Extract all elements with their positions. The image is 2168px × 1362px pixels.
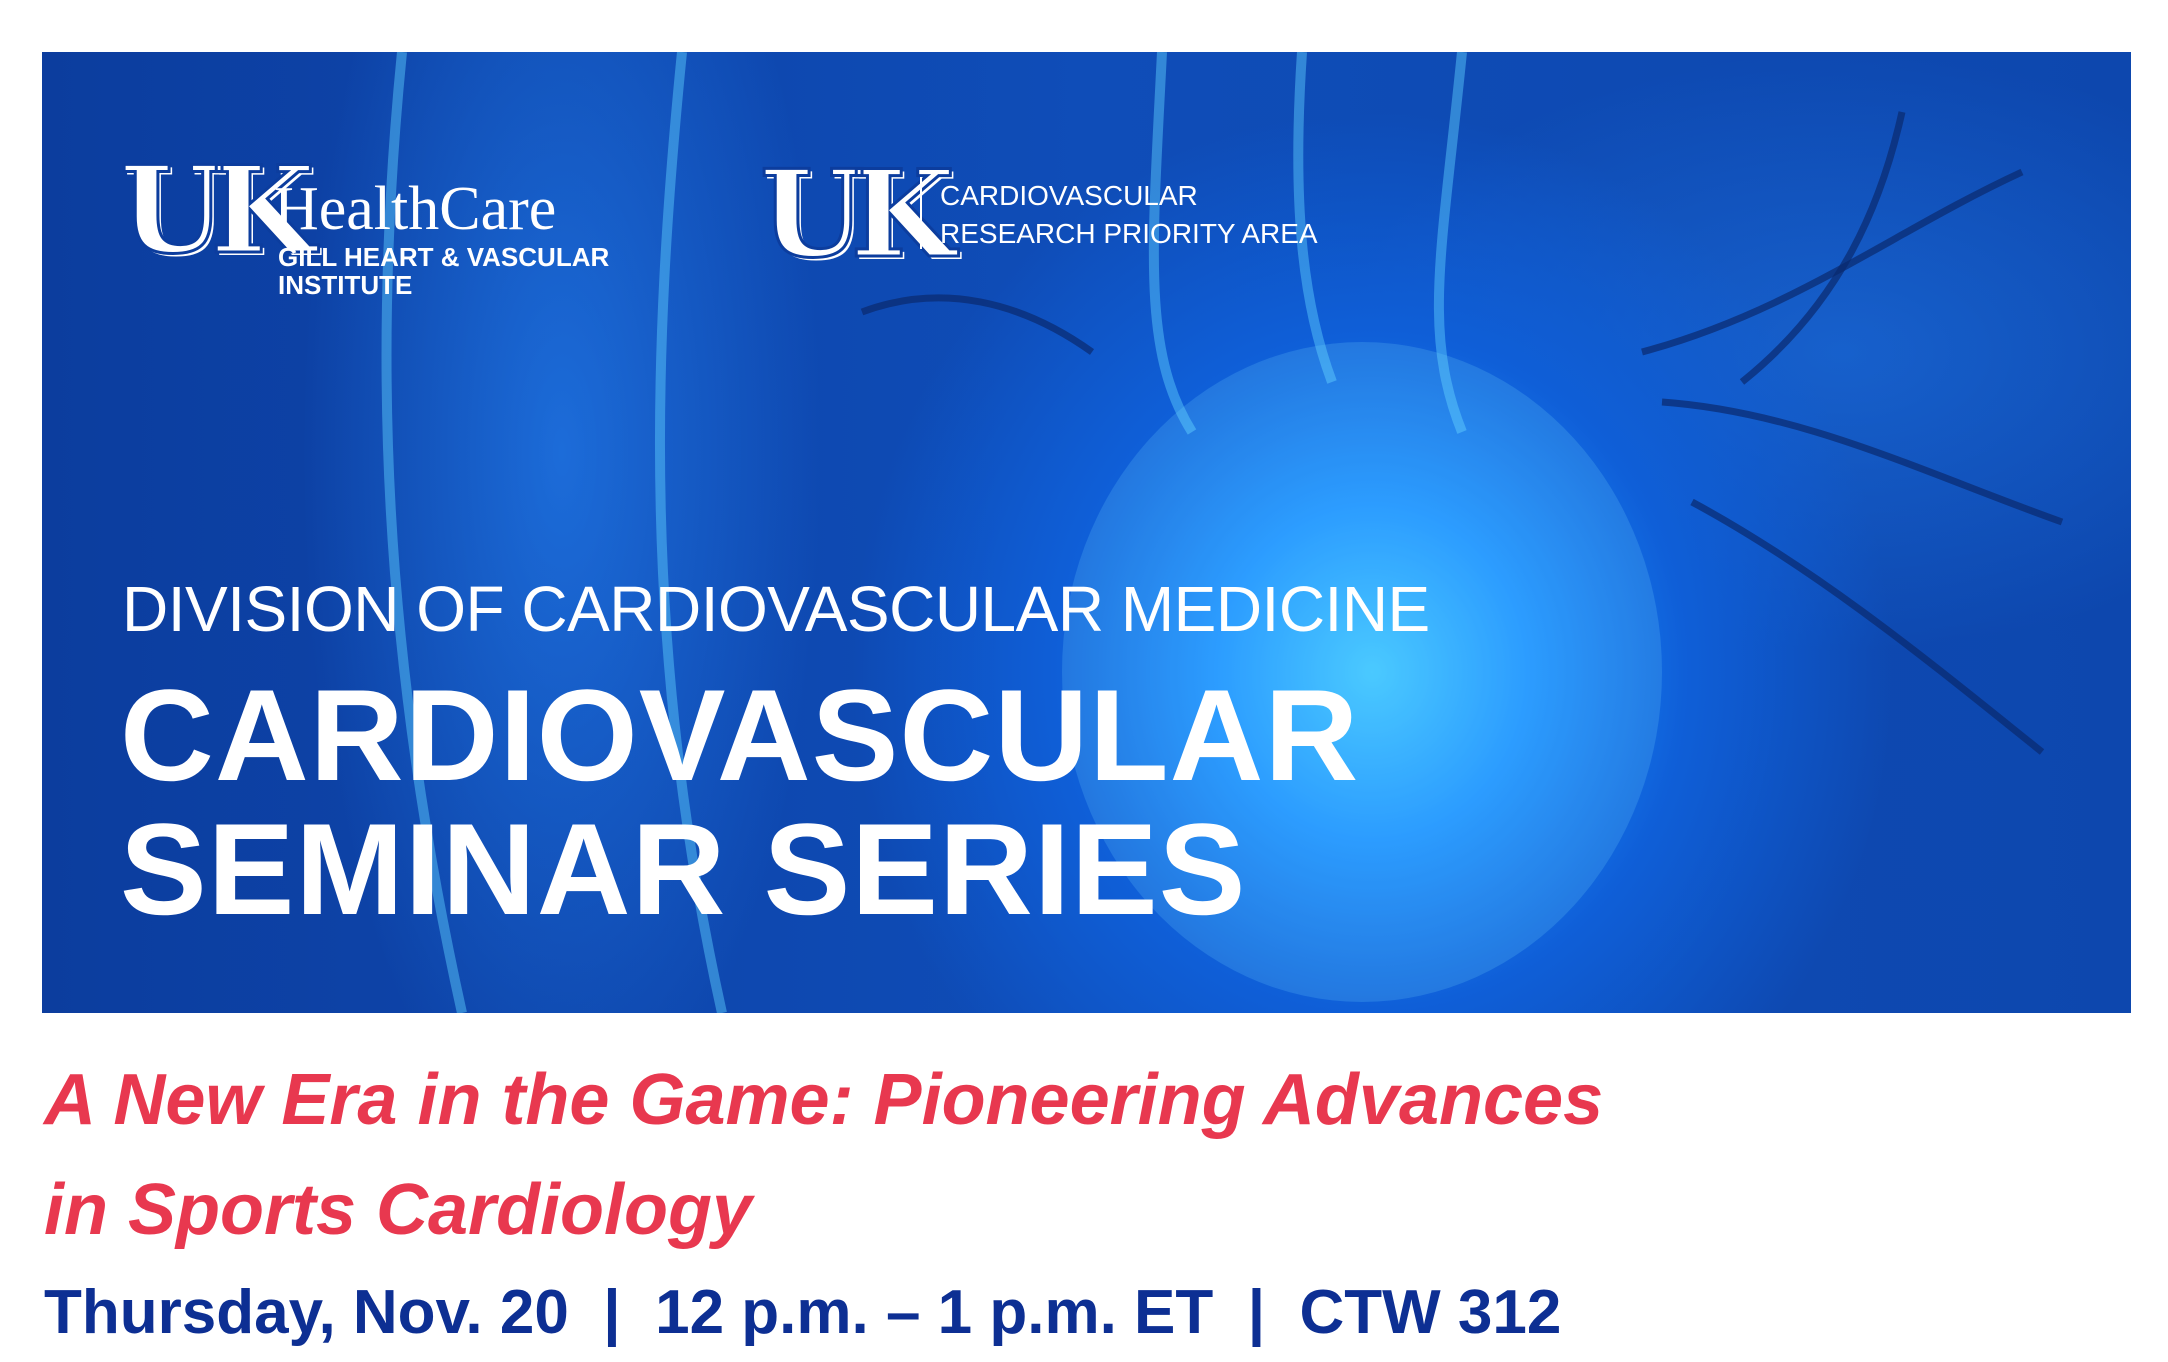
heart-illustration — [381, 52, 2064, 1013]
event-details: Thursday, Nov. 20 | 12 p.m. – 1 p.m. ET … — [44, 1278, 1562, 1347]
heart-shape — [1062, 342, 1662, 1002]
gill-heart-label: GILL HEART & VASCULAR — [278, 242, 610, 272]
hero-banner: UK HealthCare GILL HEART & VASCULAR INST… — [42, 52, 2131, 1013]
healthcare-wordmark: HealthCare — [274, 175, 557, 243]
division-heading: DIVISION OF CARDIOVASCULAR MEDICINE — [122, 573, 1430, 645]
logo-divider — [920, 177, 922, 249]
series-title-line2: SEMINAR SERIES — [120, 796, 1247, 942]
research-priority-label: RESEARCH PRIORITY AREA — [940, 218, 1318, 249]
uk-logo-icon: UK — [119, 139, 317, 283]
seminar-title-line1: A New Era in the Game: Pioneering Advanc… — [44, 1060, 1604, 1140]
cv-label: CARDIOVASCULAR — [940, 180, 1198, 211]
uk-logo-icon: UK — [759, 143, 957, 287]
seminar-title-line2: in Sports Cardiology — [44, 1170, 753, 1250]
institute-label: INSTITUTE — [278, 270, 413, 300]
series-title-line1: CARDIOVASCULAR — [120, 662, 1360, 808]
